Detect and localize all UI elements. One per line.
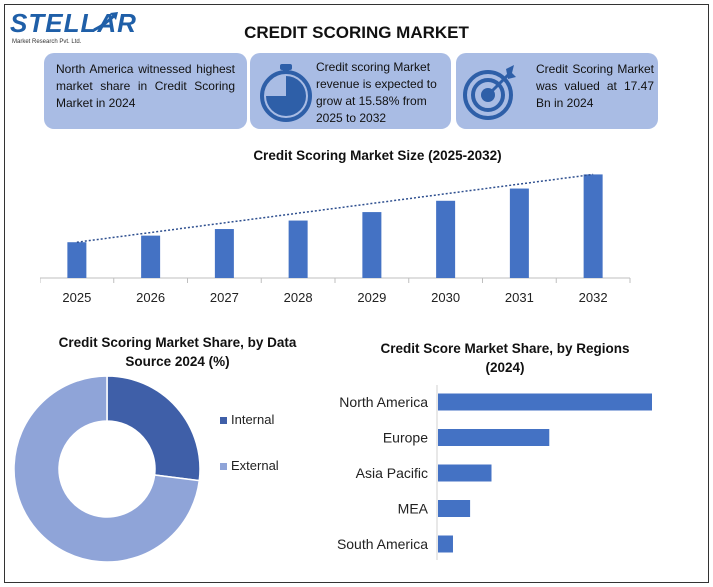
x-tick-label: 2025 [62, 290, 91, 305]
regions-bar-chart: North America Europe Asia Pacific MEA South … [337, 385, 652, 560]
card2-text: Credit scoring Market revenue is expecte… [316, 60, 437, 125]
card1-text: North America witnessed highest market s… [56, 62, 235, 110]
bar-2025 [67, 242, 87, 278]
logo-arrow-icon [93, 12, 118, 32]
bar-south-america [438, 535, 453, 553]
bar-mea [438, 500, 471, 517]
category-label: South America [337, 536, 428, 552]
category-label: Europe [383, 430, 428, 446]
x-tick-label: 2027 [210, 290, 239, 305]
trend-line [76, 173, 594, 243]
target-icon [463, 65, 516, 120]
legend-swatch-internal [220, 417, 227, 424]
x-tick-label: 2030 [431, 290, 460, 305]
info-card-north-america: North America witnessed highest market s… [44, 53, 247, 129]
bar-2026 [141, 235, 161, 278]
bar-2031 [509, 188, 529, 278]
bar-europe [438, 429, 550, 446]
x-tick-label: 2026 [136, 290, 165, 305]
legend-swatch-external [220, 463, 227, 470]
category-label: Asia Pacific [356, 465, 428, 481]
market-size-bar-chart: 2025 2026 2027 2028 2029 2030 2031 2032 [40, 173, 631, 305]
bar-2029 [362, 212, 382, 278]
bar-2028 [288, 220, 308, 278]
data-source-chart-title: Credit Scoring Market Share, by Data Sou… [58, 335, 297, 369]
slice-internal [106, 375, 201, 482]
slice-external [13, 375, 201, 563]
x-tick-label: 2032 [579, 290, 608, 305]
category-label: North America [339, 394, 428, 410]
market-size-chart-title: Credit Scoring Market Size (2025-2032) [253, 148, 502, 163]
legend-label-internal: Internal [231, 412, 275, 427]
info-card-valuation: Credit Scoring Market was valued at 17.4… [456, 53, 658, 129]
regions-chart-title: Credit Score Market Share, by Regions (2… [380, 341, 630, 375]
info-card-growth: Credit scoring Market revenue is expecte… [250, 53, 451, 129]
bar-2032 [583, 174, 603, 278]
bar-2027 [214, 229, 234, 278]
bar-north-america [438, 393, 652, 411]
category-label: MEA [398, 501, 429, 517]
x-tick-label: 2031 [505, 290, 534, 305]
card3-text: Credit Scoring Market was valued at 17.4… [536, 62, 654, 110]
legend-label-external: External [231, 458, 279, 473]
bar-2030 [436, 200, 456, 278]
x-tick-label: 2028 [284, 290, 313, 305]
data-source-donut-chart [13, 375, 201, 563]
bar-asia-pacific [438, 464, 492, 482]
logo-subtitle: Market Research Pvt. Ltd. [12, 39, 82, 45]
stellar-logo: STELLAR Market Research Pvt. Ltd. [10, 8, 136, 50]
stopwatch-icon [260, 64, 312, 122]
page-title: CREDIT SCORING MARKET [244, 23, 469, 42]
x-tick-label: 2029 [357, 290, 386, 305]
